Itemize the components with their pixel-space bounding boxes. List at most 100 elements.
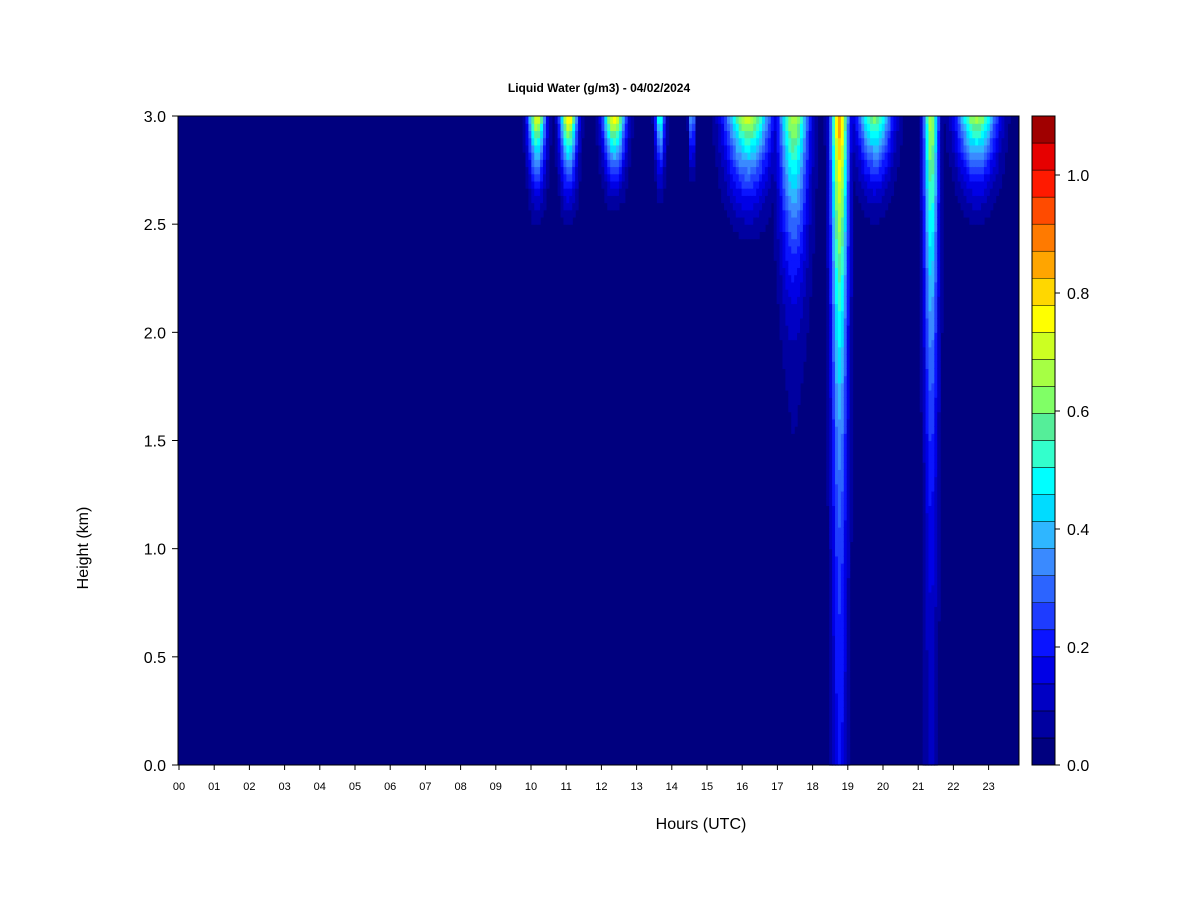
heatmap-cell: [922, 736, 927, 744]
heatmap-cell: [832, 152, 836, 160]
heatmap-cell: [928, 116, 932, 124]
heatmap-cell: [767, 137, 772, 146]
heatmap-cell: [835, 613, 839, 622]
heatmap-cell: [922, 692, 927, 701]
heatmap-cell: [966, 209, 970, 218]
heatmap-cell: [627, 159, 632, 168]
heatmap-cell: [928, 512, 932, 521]
heatmap-cell: [835, 454, 839, 463]
heatmap-cell: [653, 123, 658, 132]
heatmap-cell: [835, 260, 839, 269]
heatmap-cell: [975, 202, 979, 211]
heatmap-cell: [835, 116, 839, 124]
heatmap-cell: [925, 483, 930, 492]
heatmap-cell: [531, 116, 535, 124]
colorbar-segment: [1031, 196, 1056, 225]
heatmap-cell: [802, 116, 807, 124]
heatmap-cell: [785, 325, 789, 333]
heatmap-cell: [808, 274, 813, 283]
heatmap-cell: [662, 166, 667, 175]
heatmap-cell: [989, 188, 994, 196]
heatmap-cell: [724, 202, 728, 211]
heatmap-cell: [572, 152, 576, 160]
heatmap-cell: [665, 130, 670, 139]
heatmap-cell: [931, 591, 935, 600]
heatmap-cell: [937, 397, 941, 406]
heatmap-cell: [981, 216, 985, 225]
heatmap-cell: [934, 635, 938, 644]
heatmap-cell: [534, 116, 538, 124]
heatmap-cell: [832, 260, 836, 269]
heatmap-cell: [808, 123, 813, 132]
heatmap-cell: [788, 253, 792, 261]
heatmap-cell: [767, 202, 772, 211]
heatmap-cell: [665, 116, 670, 124]
heatmap-cell: [741, 123, 746, 132]
heatmap-cell: [957, 137, 962, 146]
heatmap-cell: [852, 123, 857, 132]
heatmap-cell: [802, 216, 807, 225]
heatmap-cell: [528, 130, 532, 139]
heatmap-cell: [735, 173, 740, 182]
heatmap-cell: [922, 411, 927, 420]
heatmap-cell: [934, 274, 938, 283]
heatmap-cell: [659, 137, 664, 146]
heatmap-cell: [858, 180, 862, 189]
heatmap-cell: [846, 368, 851, 377]
heatmap-cell: [928, 707, 932, 716]
heatmap-cell: [855, 116, 859, 124]
heatmap-cell: [534, 216, 538, 225]
heatmap-cell: [835, 692, 839, 701]
heatmap-cell: [922, 563, 927, 571]
heatmap-cell: [829, 584, 833, 593]
heatmap-cell: [981, 123, 985, 132]
heatmap-cell: [525, 123, 530, 132]
heatmap-cell: [779, 202, 784, 211]
heatmap-cell: [566, 166, 570, 175]
heatmap-cell: [832, 202, 836, 211]
heatmap-cell: [738, 144, 743, 153]
heatmap-cell: [712, 130, 716, 139]
heatmap-cell: [919, 209, 924, 218]
heatmap-cell: [630, 130, 635, 139]
heatmap-cell: [721, 123, 725, 132]
heatmap-cell: [928, 577, 932, 586]
heatmap-cell: [613, 144, 617, 153]
heatmap-cell: [925, 664, 930, 672]
heatmap-cell: [995, 180, 1000, 189]
heatmap-cell: [840, 534, 845, 543]
heatmap-cell: [972, 195, 976, 204]
heatmap-cell: [779, 195, 784, 204]
heatmap-cell: [764, 202, 769, 211]
heatmap-cell: [528, 195, 532, 204]
heatmap-cell: [835, 166, 839, 175]
heatmap-cell: [843, 332, 848, 341]
heatmap-cell: [896, 144, 900, 153]
heatmap-cell: [788, 238, 792, 247]
heatmap-cell: [934, 440, 938, 449]
heatmap-cell: [837, 339, 842, 348]
heatmap-cell: [922, 353, 927, 362]
heatmap-cell: [940, 317, 944, 326]
heatmap-cell: [621, 123, 626, 132]
heatmap-cell: [782, 224, 786, 232]
heatmap-cell: [957, 152, 962, 160]
heatmap-cell: [794, 404, 798, 413]
heatmap-cell: [563, 116, 567, 124]
heatmap-cell: [937, 390, 941, 398]
heatmap-cell: [779, 188, 784, 196]
heatmap-cell: [972, 216, 976, 225]
heatmap-cell: [928, 563, 932, 571]
heatmap-cell: [872, 209, 877, 218]
heatmap-cell: [785, 346, 789, 355]
heatmap-cell: [832, 750, 836, 759]
heatmap-cell: [802, 310, 807, 319]
heatmap-cell: [966, 130, 970, 139]
heatmap-cell: [729, 173, 734, 182]
colorbar-tick-label: 0.2: [1067, 640, 1089, 657]
heatmap-cell: [832, 476, 836, 485]
heatmap-cell: [846, 317, 851, 326]
heatmap-cell: [823, 137, 827, 146]
heatmap-cell: [616, 166, 620, 175]
heatmap-cell: [832, 238, 836, 247]
